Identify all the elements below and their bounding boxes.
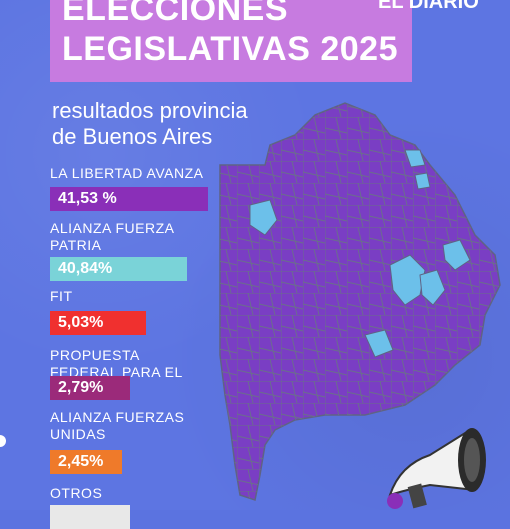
party-name-afu: ALIANZA FUERZAS UNIDAS xyxy=(50,409,185,442)
province-map xyxy=(219,102,501,501)
percent-bar-afu: 2,45% xyxy=(50,450,122,474)
party-name-otros: OTROS xyxy=(50,485,103,501)
percent-bar-otros xyxy=(50,505,130,529)
subtitle: resultados provincia de Buenos Aires xyxy=(52,98,248,149)
brand-logo-text: EL DIARIO xyxy=(378,0,479,13)
party-name-fp: ALIANZA FUERZA PATRIA xyxy=(50,220,174,253)
map-outline xyxy=(219,102,501,501)
title-line-2: LEGISLATIVAS 2025 xyxy=(62,30,398,68)
percent-bar-fit: 5,03% xyxy=(50,311,146,335)
party-name-fit: FIT xyxy=(50,288,73,304)
title-line-1: ELECCIONES xyxy=(62,0,289,28)
megaphone-icon xyxy=(387,428,486,509)
percent-bar-lla: 41,53 % xyxy=(50,187,208,211)
party-name-lla: LA LIBERTAD AVANZA xyxy=(50,165,204,181)
percent-bar-pfc: 2,79% xyxy=(50,376,130,400)
title-box: ELECCIONES LEGISLATIVAS 2025 xyxy=(50,0,412,82)
map-highlight-regions xyxy=(249,149,471,358)
decorative-dot xyxy=(0,435,6,447)
percent-bar-fp: 40,84% xyxy=(50,257,187,281)
